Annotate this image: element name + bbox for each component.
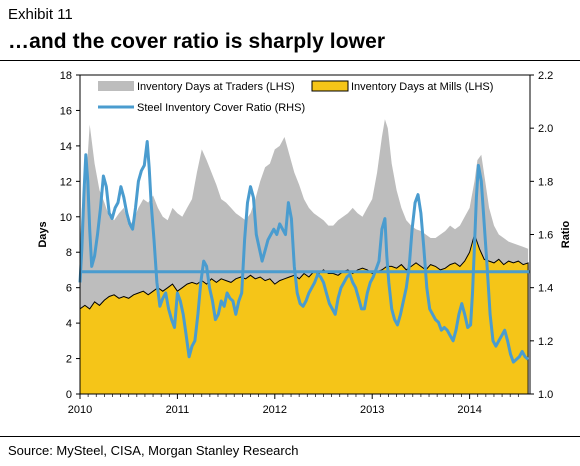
x-tick-label: 2013 (360, 404, 384, 416)
y-left-tick-label: 8 (66, 247, 72, 259)
series-layer (78, 119, 530, 395)
x-tick-label: 2011 (166, 404, 190, 416)
y-right-axis-title: Ratio (560, 220, 572, 248)
y-left-tick-label: 4 (66, 318, 72, 330)
y-right-tick-label: 1.4 (538, 283, 553, 295)
y-right-tick-label: 1.2 (538, 336, 553, 348)
y-left-tick-label: 12 (60, 176, 72, 188)
y-right-tick-label: 1.8 (538, 176, 553, 188)
legend: Inventory Days at Traders (LHS) Inventory… (98, 80, 493, 114)
y-right-tick-label: 2.0 (538, 123, 553, 135)
legend-swatch-mills (311, 80, 349, 92)
chart: 0 2 4 6 8 10 12 14 16 18 1.0 1.2 1.4 1.6 1.8 2.0 2.2 2010… (37, 70, 572, 416)
legend-swatch-traders (98, 81, 134, 91)
legend-label-ratio: Steel Inventory Cover Ratio (RHS) (137, 102, 305, 114)
y-left-tick-label: 18 (60, 70, 72, 82)
axes-layer: 0 2 4 6 8 10 12 14 16 18 1.0 1.2 1.4 1.6 1.8 2.0 2.2 2010… (37, 70, 572, 416)
mills-area (79, 232, 529, 395)
ratio-line (78, 140, 530, 364)
y-left-tick-label: 10 (60, 212, 72, 224)
chart-headline: …and the cover ratio is sharply lower (8, 30, 386, 53)
exhibit-label: Exhibit 11 (8, 6, 73, 23)
y-right-tick-label: 1.0 (538, 389, 553, 401)
x-tick-label: 2012 (263, 404, 287, 416)
legend-label-traders: Inventory Days at Traders (LHS) (137, 81, 295, 93)
x-tick-label: 2014 (457, 404, 481, 416)
y-left-axis-title: Days (37, 221, 49, 247)
legend-label-mills: Inventory Days at Mills (LHS) (351, 81, 493, 93)
y-left-tick-label: 14 (60, 141, 72, 153)
bottom-divider (0, 436, 580, 437)
y-left-tick-label: 16 (60, 105, 72, 117)
y-left-tick-label: 0 (66, 389, 72, 401)
y-right-tick-label: 2.2 (538, 70, 553, 82)
y-left-tick-label: 6 (66, 283, 72, 295)
source-note: Source: MySteel, CISA, Morgan Stanley Re… (8, 443, 299, 458)
top-divider (0, 60, 580, 61)
y-left-tick-label: 2 (66, 354, 72, 366)
x-tick-label: 2010 (68, 404, 92, 416)
y-right-tick-label: 1.6 (538, 230, 553, 242)
